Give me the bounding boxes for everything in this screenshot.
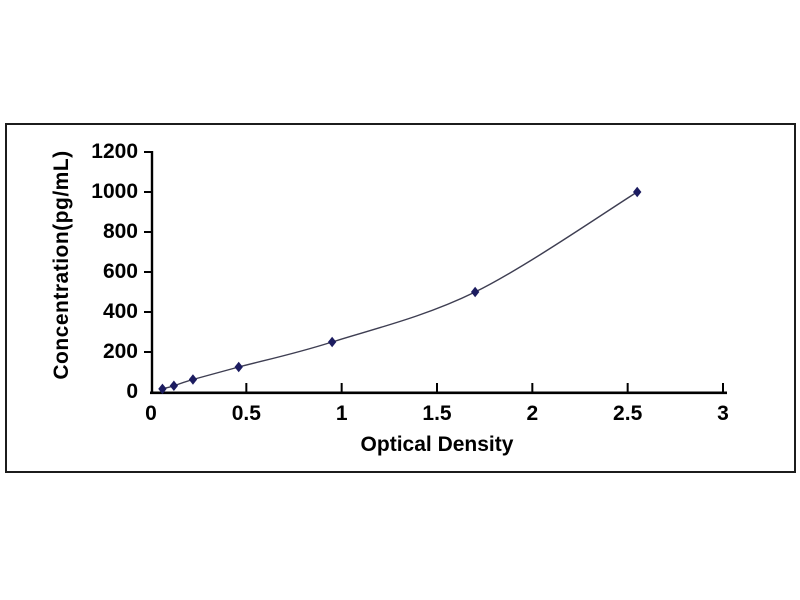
x-tick-label: 2: [526, 402, 539, 425]
data-point-marker: [158, 383, 167, 395]
data-point-marker: [169, 380, 179, 391]
x-tick-label: 1: [335, 402, 348, 425]
y-tick-label: 0: [126, 380, 138, 404]
y-tick-label: 200: [102, 340, 138, 364]
y-tick-label: 600: [102, 260, 138, 284]
x-tick-label: 3: [717, 402, 729, 425]
plot-frame: [5, 123, 796, 473]
x-tick-label: 2.5: [613, 402, 643, 425]
x-tick-label: 0.5: [231, 402, 261, 425]
data-point-marker: [633, 186, 642, 198]
y-tick-label: 1200: [91, 140, 138, 164]
data-point-marker: [234, 361, 243, 373]
x-tick-label: 1.5: [422, 402, 452, 425]
y-tick-label: 1000: [91, 180, 138, 204]
y-tick-label: 800: [102, 220, 138, 244]
data-point-marker: [470, 286, 480, 298]
y-tick-label: 400: [102, 300, 138, 324]
standard-curve-line: [162, 191, 638, 390]
x-axis-title: Optical Density: [360, 433, 514, 456]
x-tick-label: 0: [145, 402, 157, 425]
data-point-marker: [188, 374, 198, 385]
data-point-marker: [327, 336, 337, 348]
